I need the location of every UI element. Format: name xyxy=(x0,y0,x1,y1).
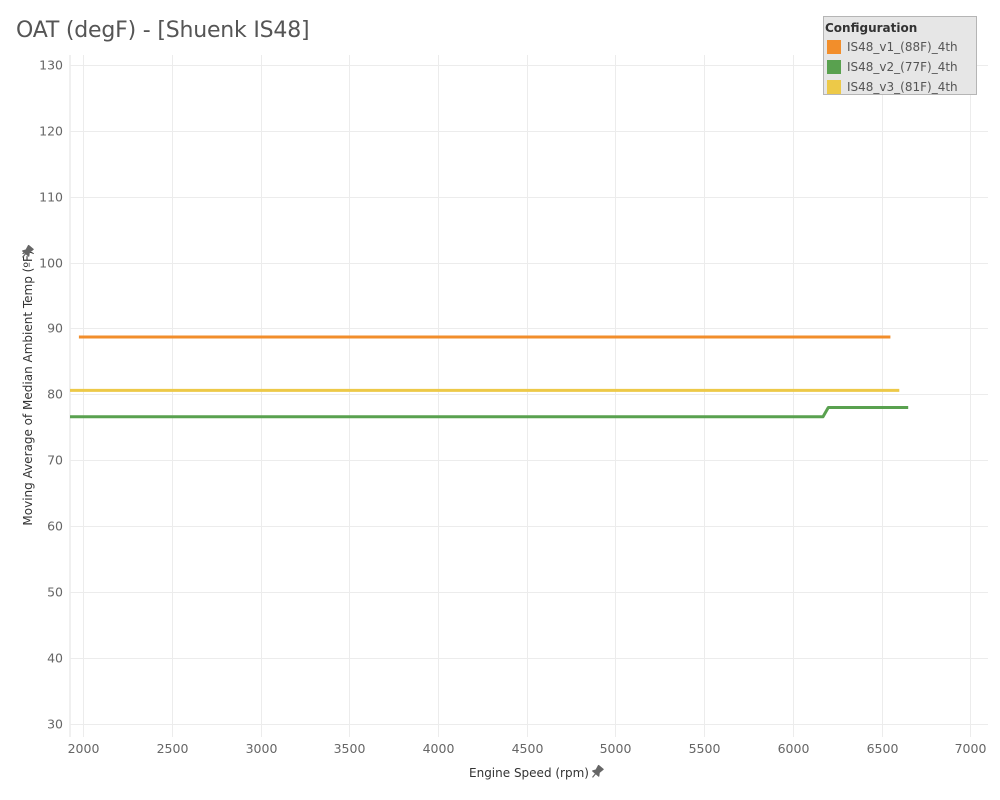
x-tick-label: 3500 xyxy=(334,741,366,756)
x-tick-label: 4000 xyxy=(423,741,455,756)
legend-swatch xyxy=(827,40,841,54)
y-tick-label: 100 xyxy=(39,256,63,271)
y-tick-label: 130 xyxy=(39,58,63,73)
legend-item[interactable]: IS48_v1_(88F)_4th xyxy=(827,39,958,55)
x-axis-title: Engine Speed (rpm) xyxy=(469,766,589,780)
legend-label: IS48_v1_(88F)_4th xyxy=(847,40,958,54)
x-tick-label: 6500 xyxy=(867,741,899,756)
legend-swatch xyxy=(827,60,841,74)
y-tick-label: 110 xyxy=(39,190,63,205)
legend-label: IS48_v3_(81F)_4th xyxy=(847,80,958,94)
legend-item[interactable]: IS48_v3_(81F)_4th xyxy=(827,79,958,95)
y-tick-label: 120 xyxy=(39,124,63,139)
x-tick-label: 5000 xyxy=(600,741,632,756)
y-tick-label: 80 xyxy=(47,387,63,402)
legend-title: Configuration xyxy=(825,21,918,35)
y-tick-label: 60 xyxy=(47,519,63,534)
chart-title: OAT (degF) - [Shuenk IS48] xyxy=(16,18,310,43)
x-tick-label: 5500 xyxy=(689,741,721,756)
x-tick-label: 7000 xyxy=(955,741,987,756)
y-axis-title: Moving Average of Median Ambient Temp (º… xyxy=(21,250,35,525)
series-line[interactable] xyxy=(70,406,909,419)
x-axis-pin-icon[interactable] xyxy=(589,764,604,780)
x-tick-label: 2500 xyxy=(157,741,189,756)
y-tick-label: 70 xyxy=(47,453,63,468)
x-axis-ticks: 2000 2500 3000 3500 4000 4500 5000 5500 6000 6500… xyxy=(68,741,987,756)
series-lines xyxy=(70,335,909,419)
legend-item[interactable]: IS48_v2_(77F)_4th xyxy=(827,59,958,75)
y-axis-ticks: 30 40 50 60 70 80 90 100 110 120 130 xyxy=(39,58,63,732)
x-tick-label: 2000 xyxy=(68,741,100,756)
y-tick-label: 40 xyxy=(47,651,63,666)
legend-swatch xyxy=(827,80,841,94)
y-tick-label: 50 xyxy=(47,585,63,600)
x-tick-label: 4500 xyxy=(512,741,544,756)
y-tick-label: 90 xyxy=(47,321,63,336)
gridlines xyxy=(69,55,988,737)
y-tick-label: 30 xyxy=(47,717,63,732)
legend: Configuration IS48_v1_(88F)_4th IS48_v2_… xyxy=(823,16,977,95)
y-axis-pin-icon[interactable] xyxy=(19,244,34,260)
legend-label: IS48_v2_(77F)_4th xyxy=(847,60,958,74)
x-tick-label: 3000 xyxy=(246,741,278,756)
x-tick-label: 6000 xyxy=(778,741,810,756)
